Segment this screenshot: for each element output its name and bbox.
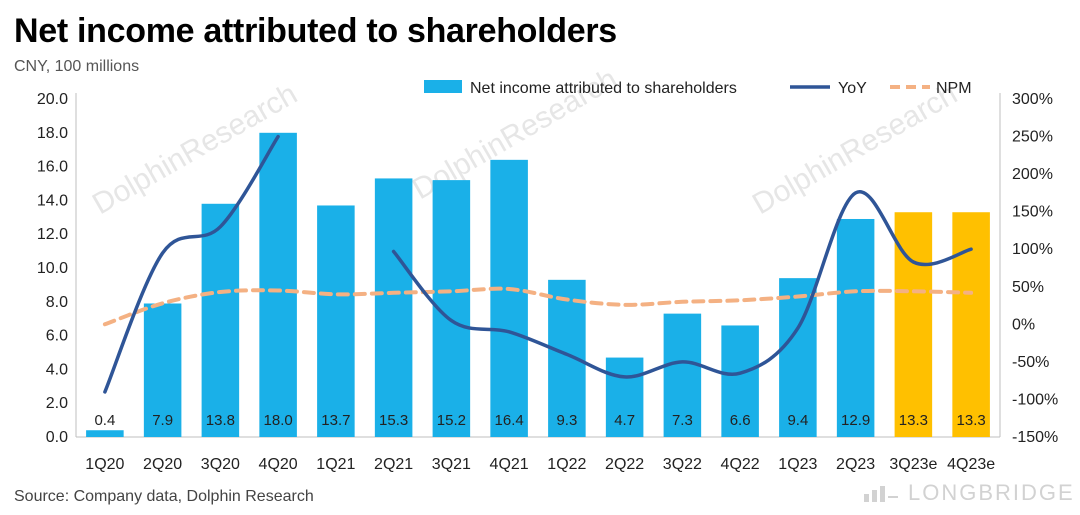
bar-data-label: 9.3 xyxy=(556,412,577,429)
bar-data-label: 16.4 xyxy=(495,412,524,429)
bar-data-label: 12.9 xyxy=(841,412,870,429)
brand-logo: LONGBRIDGE xyxy=(862,480,1075,506)
bars xyxy=(86,132,990,438)
left-tick-label: 8.0 xyxy=(46,294,68,311)
x-tick-label: 4Q23e xyxy=(947,456,995,473)
bar-data-label: 7.3 xyxy=(672,412,693,429)
chart-title: Net income attributed to shareholders xyxy=(14,12,617,50)
legend-label-bars: Net income attributed to shareholders xyxy=(470,80,737,97)
yoy-series-line xyxy=(103,134,280,394)
left-tick-label: 18.0 xyxy=(37,125,68,142)
x-tick-label: 2Q21 xyxy=(374,456,413,473)
bar-data-label: 6.6 xyxy=(730,412,751,429)
legend-swatch-bar xyxy=(424,80,462,93)
x-tick-label: 4Q21 xyxy=(490,456,529,473)
x-tick-label: 3Q23e xyxy=(889,456,937,473)
bar xyxy=(952,212,990,437)
bar-data-label: 7.9 xyxy=(152,412,173,429)
bar xyxy=(259,132,297,438)
x-tick-label: 1Q22 xyxy=(547,456,586,473)
bar xyxy=(490,159,528,437)
yoy-series-line xyxy=(391,190,973,379)
bar-data-label: 9.4 xyxy=(787,412,808,429)
bar xyxy=(317,205,355,437)
source-note: Source: Company data, Dolphin Research xyxy=(14,488,314,505)
data-labels: 0.4 7.9 13.8 18.0 13.7 15.3 15.2 16.4 9.3 4.7 7.3 6… xyxy=(94,412,985,429)
x-tick-label: 1Q21 xyxy=(316,456,355,473)
bar xyxy=(86,430,124,437)
bar xyxy=(836,218,875,437)
right-tick-label: 50% xyxy=(1012,279,1044,296)
x-tick-label: 3Q22 xyxy=(663,456,702,473)
legend-label-yoy: YoY xyxy=(838,80,867,97)
bar-data-label: 13.3 xyxy=(957,412,986,429)
legend: Net income attributed to shareholders YoY… xyxy=(424,80,972,97)
left-tick-label: 14.0 xyxy=(37,192,68,209)
right-tick-label: 100% xyxy=(1012,241,1053,258)
left-tick-label: 20.0 xyxy=(37,91,68,108)
yoy-line xyxy=(103,134,973,394)
bar-data-label: 13.8 xyxy=(206,412,235,429)
unit-label: CNY, 100 millions xyxy=(14,58,140,75)
x-tick-label: 3Q20 xyxy=(201,456,240,473)
right-tick-label: -50% xyxy=(1012,354,1049,371)
right-tick-label: -150% xyxy=(1012,429,1058,446)
right-tick-label: 150% xyxy=(1012,204,1053,221)
x-tick-label: 4Q22 xyxy=(721,456,760,473)
bar-data-label: 4.7 xyxy=(614,412,635,429)
left-tick-label: 0.0 xyxy=(46,429,68,446)
left-tick-label: 6.0 xyxy=(46,328,68,345)
right-tick-label: 200% xyxy=(1012,166,1053,183)
right-tick-label: -100% xyxy=(1012,391,1058,408)
bar xyxy=(663,313,702,437)
bar xyxy=(605,357,644,437)
left-tick-label: 12.0 xyxy=(37,226,68,243)
bar-data-label: 13.3 xyxy=(899,412,928,429)
x-tick-label: 2Q22 xyxy=(605,456,644,473)
right-tick-label: 0% xyxy=(1012,316,1035,333)
left-tick-label: 16.0 xyxy=(37,159,68,176)
x-tick-label: 3Q21 xyxy=(432,456,471,473)
brand-text: LONGBRIDGE xyxy=(908,480,1075,505)
bar-data-label: 0.4 xyxy=(94,412,115,429)
right-tick-label: 300% xyxy=(1012,91,1053,108)
bar-data-label: 15.3 xyxy=(379,412,408,429)
x-tick-label: 1Q20 xyxy=(85,456,124,473)
watermark-text: DolphinResearch xyxy=(747,77,963,221)
bar xyxy=(721,325,759,437)
bar xyxy=(374,178,413,437)
bar-data-label: 18.0 xyxy=(264,412,293,429)
x-tick-label: 2Q20 xyxy=(143,456,182,473)
left-tick-label: 4.0 xyxy=(46,361,68,378)
bar-data-label: 15.2 xyxy=(437,412,466,429)
x-tick-label: 4Q20 xyxy=(259,456,298,473)
bar xyxy=(143,303,182,437)
legend-label-npm: NPM xyxy=(936,80,972,97)
left-tick-label: 10.0 xyxy=(37,260,68,277)
brand-bars-icon xyxy=(864,486,898,502)
x-tick-label: 2Q23 xyxy=(836,456,875,473)
x-tick-label: 1Q23 xyxy=(778,456,817,473)
left-tick-label: 2.0 xyxy=(46,395,68,412)
axes: 0.0 2.0 4.0 6.0 8.0 10.0 12.0 14.0 16.0 18.0 20.0 -… xyxy=(37,91,1058,473)
right-tick-label: 250% xyxy=(1012,129,1053,146)
bar-data-label: 13.7 xyxy=(321,412,350,429)
bar xyxy=(201,203,240,437)
